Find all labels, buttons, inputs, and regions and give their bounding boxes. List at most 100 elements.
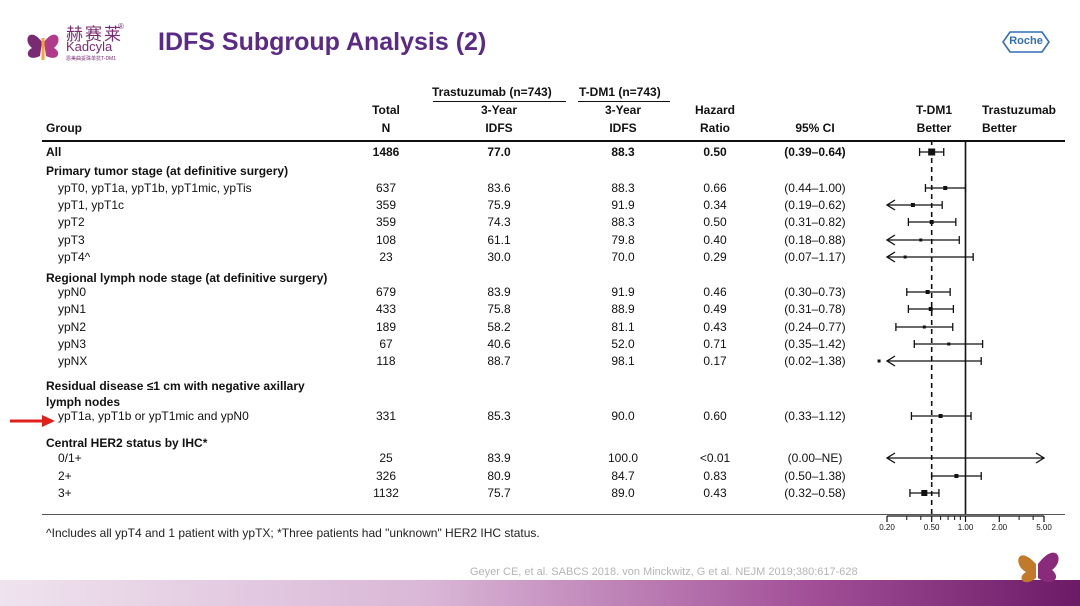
x-tick-label: 1.00	[958, 523, 974, 532]
row-total-n: 118	[376, 354, 396, 368]
butterfly-logo-icon	[27, 34, 59, 60]
hr-point	[928, 148, 936, 156]
row-ci: (0.32–0.58)	[784, 486, 846, 500]
row-tdm1-idfs: 88.3	[611, 181, 635, 195]
roche-logo-icon	[1002, 31, 1050, 53]
row-label: ypT2	[58, 215, 85, 229]
row-hazard-ratio: 0.40	[703, 233, 727, 247]
row-label: ypN1	[58, 302, 87, 316]
hr-point	[925, 290, 930, 294]
citation: Geyer CE, et al. SABCS 2018. von Minckwi…	[470, 566, 858, 578]
row-label: 0/1+	[58, 451, 82, 465]
roche-brand: Roche	[1009, 35, 1043, 47]
section-her2: Central HER2 status by IHC*	[46, 436, 208, 450]
x-tick-label: 2.00	[992, 523, 1008, 532]
section-lymph-node: Regional lymph node stage (at definitive…	[46, 271, 328, 285]
page-title: IDFS Subgroup Analysis (2)	[158, 28, 487, 56]
logo-chinese-name: 赫赛莱	[66, 25, 123, 45]
row-trast-idfs: 80.9	[487, 469, 511, 483]
row-label: 3+	[58, 486, 72, 500]
row-trast-idfs: 85.3	[487, 409, 511, 423]
hr-point	[910, 203, 915, 207]
row-ci: (0.31–0.78)	[784, 302, 846, 316]
header-tdm1-idfs: IDFS	[609, 121, 637, 135]
row-ci: (0.35–1.42)	[784, 337, 846, 351]
logo-subtitle: 恩美曲妥珠单抗T-DM1	[66, 56, 117, 62]
row-tdm1-idfs: 98.1	[611, 354, 635, 368]
row-tdm1-idfs: 100.0	[607, 451, 639, 465]
row-hazard-ratio: 0.34	[703, 198, 727, 212]
ci-arrow-left	[885, 199, 896, 211]
header-hazard: Hazard	[694, 103, 736, 117]
row-ci: (0.39–0.64)	[784, 145, 846, 159]
row-tdm1-idfs: 81.1	[611, 320, 635, 334]
row-total-n: 1132	[373, 486, 399, 500]
row-trast-idfs: 58.2	[487, 320, 511, 334]
row-trast-idfs: 88.7	[487, 354, 511, 368]
row-tdm1-idfs: 84.7	[611, 469, 635, 483]
row-hazard-ratio: 0.50	[703, 215, 727, 229]
header-tdm1-better-1: T-DM1	[916, 103, 952, 117]
hr-point	[938, 414, 943, 418]
header-tdm1-n: T-DM1 (n=743)	[579, 85, 661, 99]
hr-point	[943, 186, 948, 190]
row-total-n: 23	[379, 250, 393, 264]
row-hazard-ratio: 0.43	[703, 486, 727, 500]
hr-point	[921, 490, 928, 496]
row-tdm1-idfs: 91.9	[611, 198, 635, 212]
row-ci: (0.50–1.38)	[784, 469, 846, 483]
logo-english-name: Kadcyla	[66, 39, 113, 54]
hr-point	[929, 220, 934, 224]
row-tdm1-idfs: 89.0	[611, 486, 635, 500]
row-trast-idfs: 83.9	[487, 451, 511, 465]
row-tdm1-idfs: 90.0	[611, 409, 635, 423]
row-ci: (0.33–1.12)	[784, 409, 846, 423]
row-trast-idfs: 75.9	[487, 198, 511, 212]
header-total-n: N	[381, 121, 391, 135]
header-trast-better-1: Trastuzumab	[982, 103, 1057, 117]
row-trast-idfs: 40.6	[487, 337, 511, 351]
row-trast-idfs: 61.1	[487, 233, 511, 247]
row-hazard-ratio: 0.29	[703, 250, 727, 264]
forest-plot: 0.20 0.50 1.00 2.00 5.00	[877, 140, 1052, 532]
row-total-n: 359	[375, 215, 397, 229]
row-trast-idfs: 30.0	[487, 250, 511, 264]
row-tdm1-idfs: 91.9	[611, 285, 635, 299]
x-tick-label: 5.00	[1036, 523, 1052, 532]
row-label: ypT1a, ypT1b or ypT1mic and ypN0	[58, 409, 249, 423]
header-ci: 95% CI	[795, 121, 835, 135]
header-trast-idfs: IDFS	[485, 121, 513, 135]
row-hazard-ratio: 0.49	[703, 302, 727, 316]
row-label: ypT1, ypT1c	[58, 198, 125, 212]
row-ci: (0.00–NE)	[787, 451, 843, 465]
x-tick-label: 0.20	[879, 523, 895, 532]
row-ci: (0.02–1.38)	[784, 354, 846, 368]
row-ci: (0.30–0.73)	[784, 285, 846, 299]
row-total-n: 331	[375, 409, 397, 423]
row-total-n: 359	[375, 198, 397, 212]
header-tdm1-better-2: Better	[916, 121, 952, 135]
row-trast-idfs: 75.7	[487, 486, 511, 500]
ci-arrow-left	[885, 355, 896, 367]
hr-point	[947, 342, 951, 346]
row-hazard-ratio: 0.66	[703, 181, 727, 195]
row-ci: (0.44–1.00)	[784, 181, 846, 195]
highlight-arrow-icon	[10, 415, 55, 427]
row-hazard-ratio: 0.46	[703, 285, 727, 299]
row-label: ypT0, ypT1a, ypT1b, ypT1mic, ypTis	[58, 181, 252, 195]
row-tdm1-idfs: 52.0	[611, 337, 635, 351]
row-trast-idfs: 83.6	[487, 181, 511, 195]
row-total-n: 637	[375, 181, 397, 195]
logo-registered-mark: ®	[118, 22, 124, 31]
butterfly-decoration-icon	[1018, 552, 1059, 583]
row-hazard-ratio: 0.43	[703, 320, 727, 334]
ci-arrow-left	[885, 452, 896, 464]
row-hazard-ratio: 0.60	[703, 409, 727, 423]
ci-arrow-left	[885, 251, 896, 263]
row-label: 2+	[58, 469, 72, 483]
hr-point	[877, 359, 881, 363]
hr-point	[922, 325, 926, 329]
hr-point	[954, 474, 959, 478]
row-tdm1-idfs: 79.8	[611, 233, 635, 247]
row-total-n: 189	[375, 320, 397, 334]
